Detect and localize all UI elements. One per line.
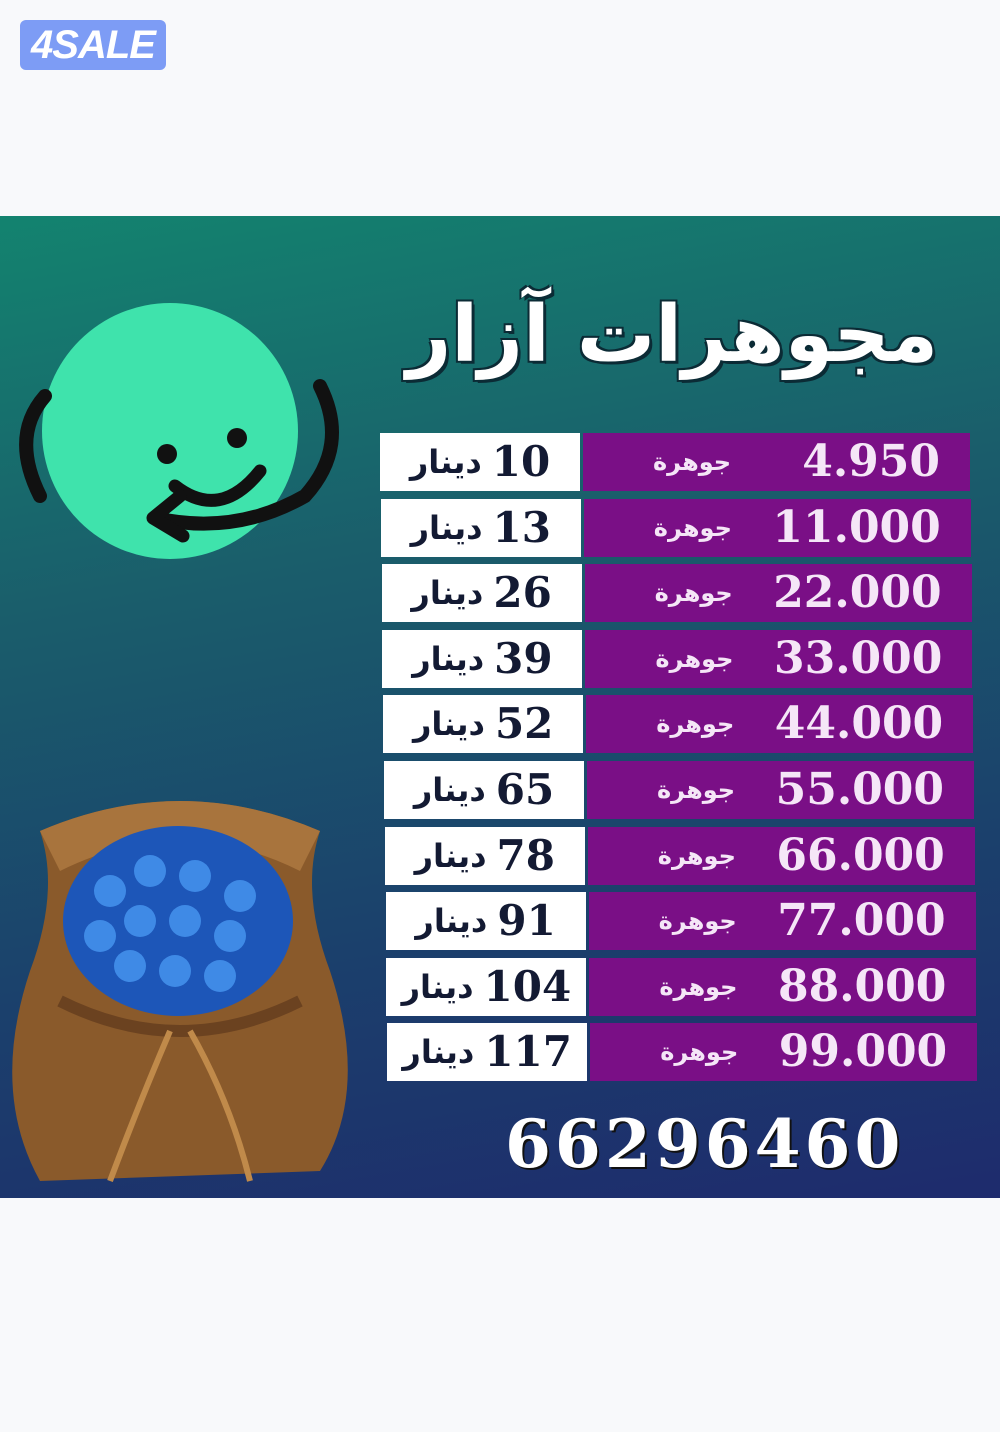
smiley-globe-arrow-icon [19,303,339,559]
gems-cell: 55.000 جوهرة [587,761,974,819]
gems-cell: 66.000 جوهرة [587,826,975,885]
currency-label: دينار [402,1033,475,1072]
price-value: 39 [494,633,553,683]
price-row: 104 دينار 88.000 جوهرة [386,957,977,1016]
gems-amount: 33.000 [773,632,943,684]
gem-sack-image [12,801,348,1183]
currency-label: دينار [411,574,484,613]
price-value: 26 [493,568,552,618]
price-value: 13 [492,502,551,552]
price-cell: 10 دينار [380,433,580,491]
price-row: 13 دينار 11.000 جوهرة [380,498,971,557]
currency-label: دينار [412,639,485,678]
poster-title: مجوهرات آزار [406,290,938,380]
currency-label: دينار [401,967,474,1006]
gems-amount: 4.950 [802,436,940,487]
currency-label: دينار [409,443,482,481]
price-value: 117 [484,1027,572,1077]
gems-unit-label: جوهرة [657,841,736,870]
gems-amount: 55.000 [775,764,944,815]
gems-unit-label: جوهرة [658,907,737,936]
price-cell: 52 دينار [383,695,584,754]
gems-cell: 22.000 جوهرة [584,564,972,623]
price-cell: 78 دينار [384,826,585,885]
price-row: 117 دينار 99.000 جوهرة [387,1023,978,1082]
gems-unit-label: جوهرة [654,579,733,608]
gems-unit-label: جوهرة [656,710,735,739]
gems-cell: 11.000 جوهرة [583,498,971,557]
gems-amount: 11.000 [772,501,941,553]
price-row: 52 دينار 44.000 جوهرة [383,695,974,754]
gems-cell: 44.000 جوهرة [586,695,974,754]
gems-cell: 99.000 جوهرة [590,1023,978,1082]
price-cell: 13 دينار [380,498,581,557]
gems-amount: 88.000 [777,960,947,1012]
gems-amount: 44.000 [774,698,944,750]
price-value: 91 [497,896,556,946]
price-poster: مجوهرات آزار 10 دينار 4.950 جوهرة 13 دين… [0,216,1000,1198]
price-value: 10 [491,437,551,486]
gems-unit-label: جوهرة [657,776,736,804]
price-value: 104 [483,961,572,1011]
price-row: 65 دينار 55.000 جوهرة [384,761,974,819]
currency-label: دينار [415,902,488,941]
price-row: 26 دينار 22.000 جوهرة [381,564,972,623]
price-value: 65 [495,765,555,814]
price-row: 78 دينار 66.000 جوهرة [384,826,975,885]
gems-cell: 33.000 جوهرة [585,629,973,688]
gems-amount: 22.000 [773,567,942,619]
gems-unit-label: جوهرة [659,972,738,1001]
price-cell: 26 دينار [381,564,582,623]
price-row: 39 دينار 33.000 جوهرة [382,629,973,688]
price-cell: 91 دينار [385,892,586,951]
currency-label: دينار [414,836,487,875]
price-cell: 117 دينار [387,1023,588,1082]
gems-cell: 4.950 جوهرة [583,433,970,491]
gems-unit-label: جوهرة [655,644,734,673]
gems-unit-label: جوهرة [653,448,732,476]
price-row: 91 دينار 77.000 جوهرة [385,892,976,951]
gems-amount: 99.000 [778,1026,948,1078]
currency-label: دينار [413,771,486,809]
watermark-logo: 4SALE [20,20,166,70]
currency-label: دينار [410,508,483,547]
gems-amount: 77.000 [777,895,946,947]
currency-label: دينار [413,705,485,744]
price-row: 10 دينار 4.950 جوهرة [380,433,970,491]
price-cell: 39 دينار [382,629,583,688]
contact-phone[interactable]: 66296460 [505,1105,905,1183]
gems-unit-label: جوهرة [653,513,732,542]
gems-cell: 88.000 جوهرة [589,957,977,1016]
gems-unit-label: جوهرة [660,1038,739,1067]
price-cell: 65 دينار [384,761,584,819]
price-cell: 104 دينار [386,957,587,1016]
price-value: 52 [494,699,554,749]
gems-amount: 66.000 [776,829,945,881]
gems-cell: 77.000 جوهرة [588,892,976,951]
price-value: 78 [496,830,555,880]
